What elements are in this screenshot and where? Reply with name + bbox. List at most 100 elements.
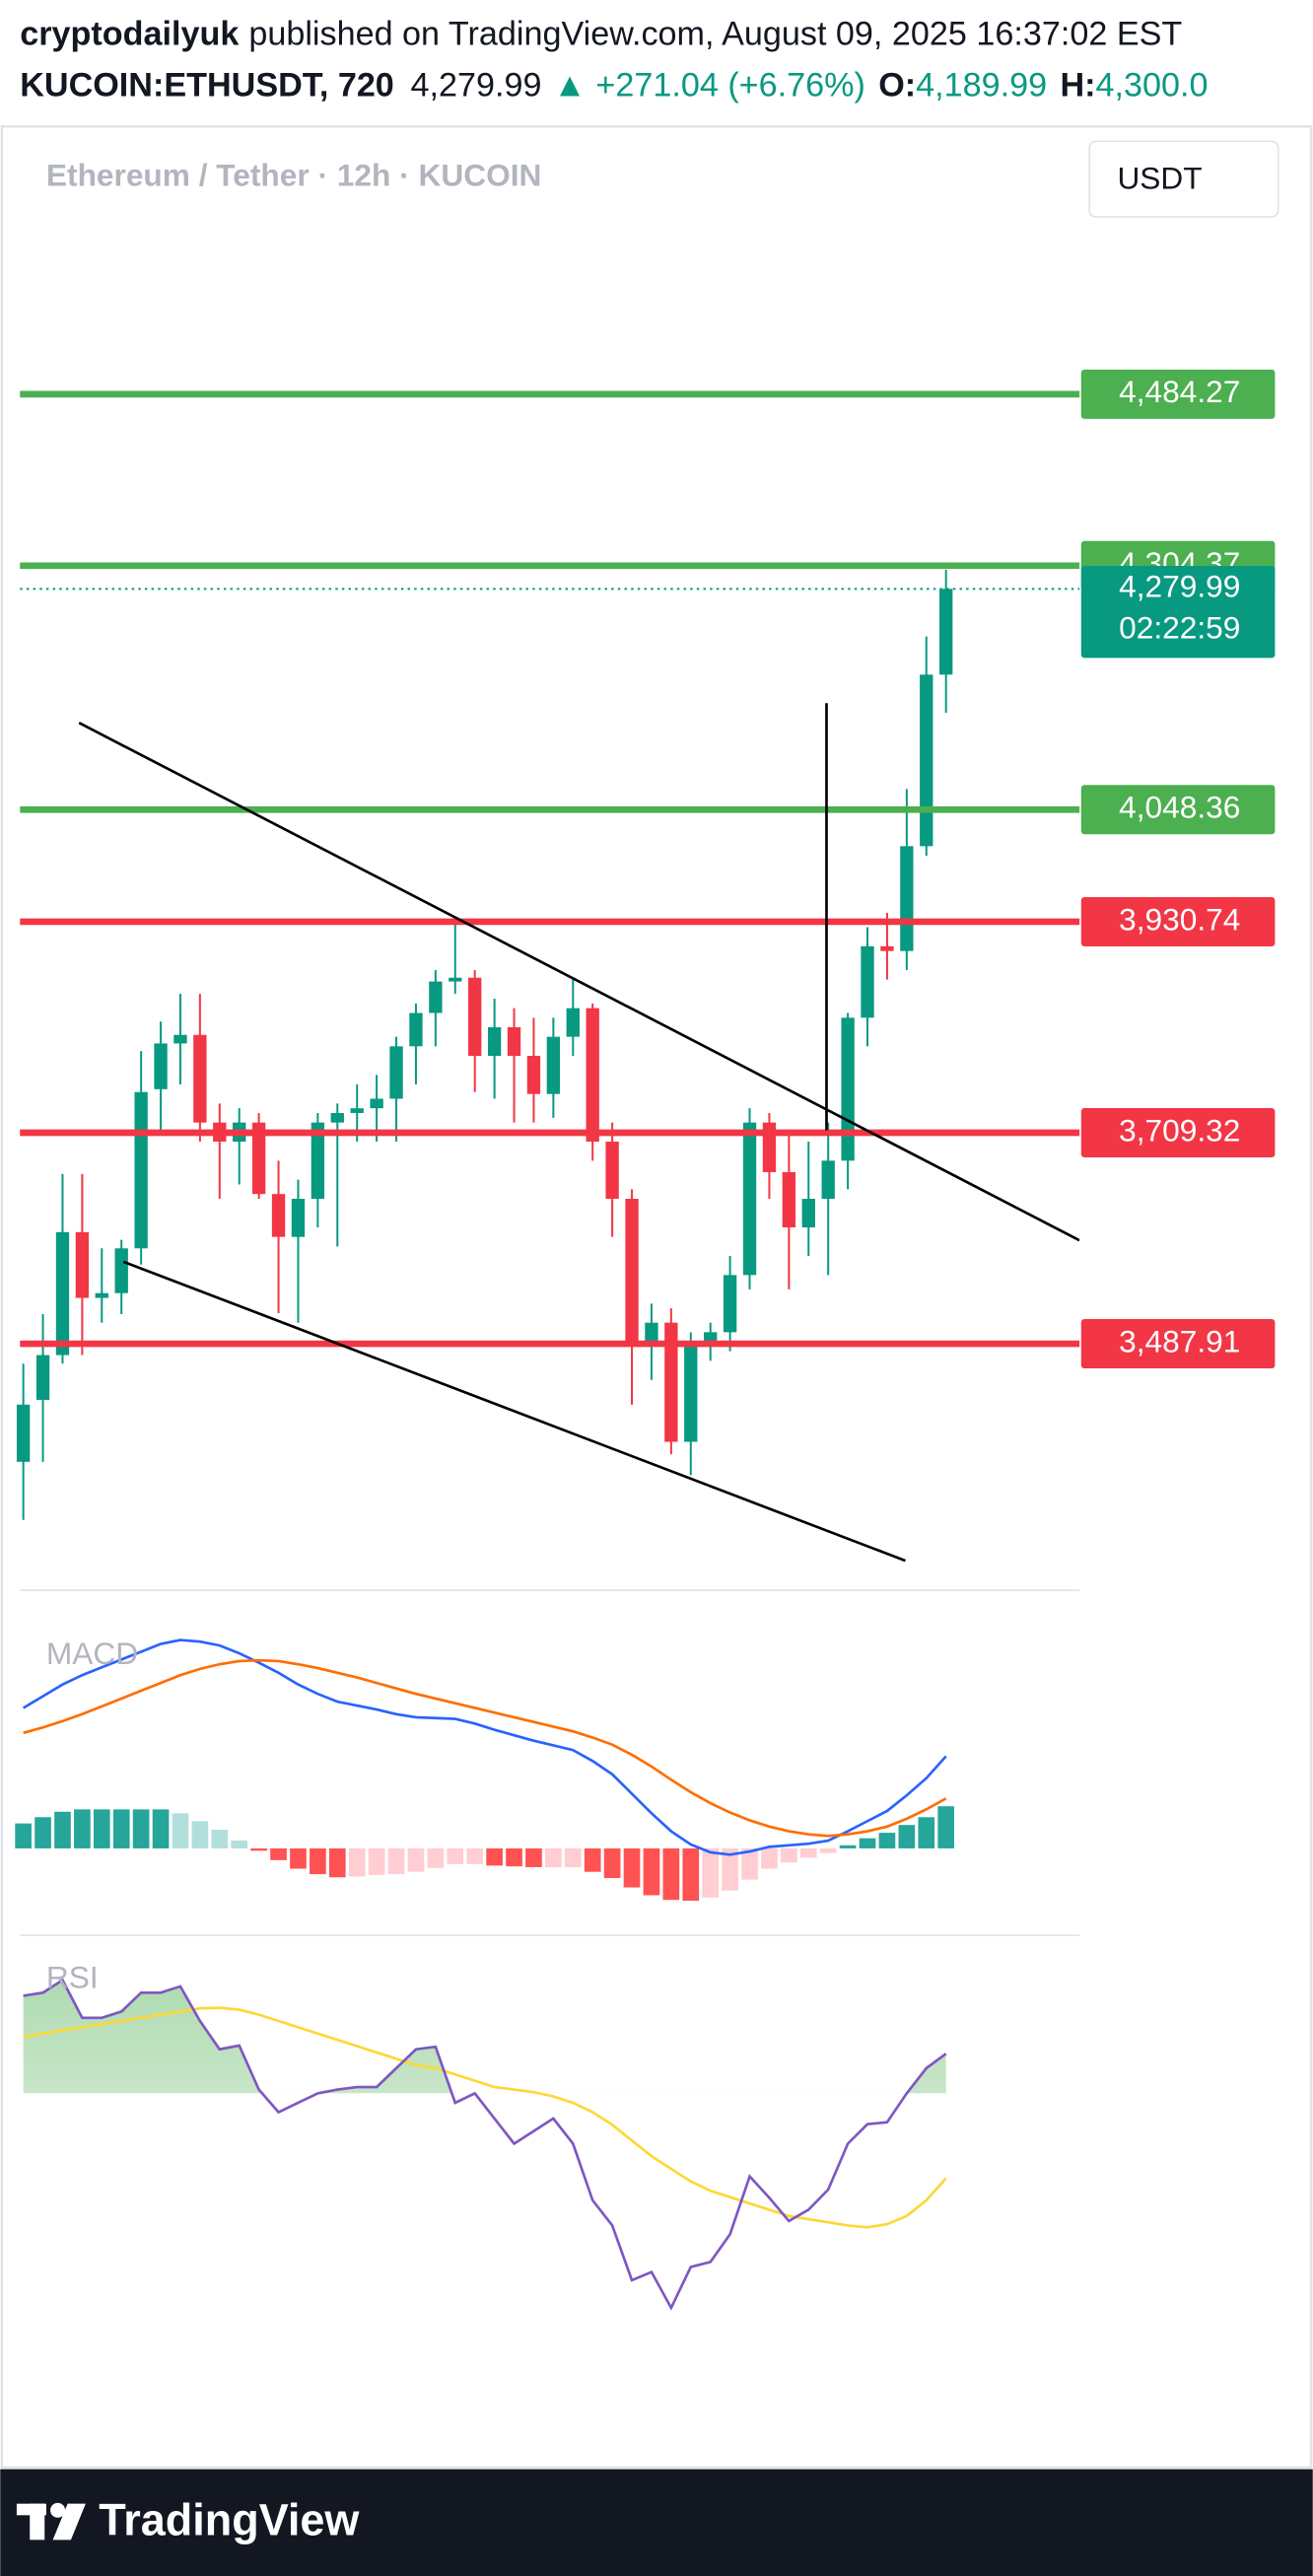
histogram-bar — [447, 1847, 464, 1864]
level-label: 3,930.74 — [1119, 901, 1240, 937]
histogram-bar — [152, 1809, 170, 1848]
candle-body — [841, 1017, 855, 1161]
trendline-lower — [122, 1260, 906, 1563]
candle-body — [429, 981, 443, 1013]
histogram-bar — [682, 1847, 700, 1902]
change: ▲ +271.04 (+6.76%) — [553, 66, 865, 104]
candle-body — [861, 945, 874, 1018]
level-label: 4,484.27 — [1119, 374, 1240, 409]
histogram-bar — [368, 1847, 385, 1875]
histogram-bar — [310, 1847, 326, 1875]
last-price-box — [1080, 566, 1276, 659]
candle-body — [350, 1108, 364, 1114]
candle-body — [605, 1142, 619, 1200]
histogram-bar — [781, 1847, 797, 1863]
candle-body — [939, 589, 953, 675]
currency[interactable]: USDT — [1117, 161, 1202, 196]
candle-body — [16, 1404, 31, 1462]
histogram-bar — [54, 1811, 71, 1848]
candle-body — [291, 1199, 306, 1237]
open-value: 4,189.99 — [916, 66, 1047, 104]
countdown: 02:22:59 — [1119, 609, 1240, 645]
histogram-bar — [937, 1806, 955, 1848]
histogram-bar — [172, 1813, 189, 1848]
histogram-bar — [328, 1847, 346, 1878]
trendline-upper — [78, 722, 1080, 1242]
drawings — [78, 703, 1080, 1563]
candle-body — [801, 1199, 815, 1228]
header-line-2: KUCOIN:ETHUSDT, 720 4,279.99 ▲ +271.04 (+6… — [20, 66, 1208, 104]
candle-body — [35, 1355, 50, 1400]
candle-body — [449, 977, 462, 982]
histogram-bar — [702, 1847, 720, 1898]
candle-body — [645, 1322, 658, 1343]
publisher: cryptodailyuk — [20, 16, 240, 53]
candle-body — [271, 1194, 286, 1237]
histogram-bar — [799, 1847, 817, 1858]
candle-body — [193, 1034, 207, 1123]
candle-body — [468, 977, 482, 1057]
candle-body — [95, 1292, 108, 1298]
candle-body — [311, 1122, 325, 1200]
last-price-label: 4,279.99 — [1119, 569, 1240, 604]
histogram-bar — [112, 1809, 130, 1848]
candle-body — [409, 1012, 423, 1047]
footer — [0, 2469, 1313, 2576]
level-label: 3,709.32 — [1119, 1112, 1240, 1148]
logo-part — [50, 2502, 66, 2518]
candle-body — [880, 945, 894, 951]
histogram-bar — [486, 1847, 503, 1866]
histogram-bar — [35, 1817, 51, 1848]
level-label-box — [1080, 369, 1276, 419]
level-label-box — [1080, 785, 1276, 835]
histogram-bar — [15, 1823, 32, 1848]
candle-body — [526, 1056, 541, 1094]
macd-line — [23, 1658, 947, 1838]
histogram-bar — [250, 1847, 267, 1851]
logo — [16, 2502, 86, 2541]
marks — [15, 390, 1080, 2311]
histogram-bar — [407, 1847, 425, 1872]
candle-body — [389, 1046, 403, 1099]
histogram-bar — [506, 1847, 522, 1867]
candle-body — [723, 1275, 737, 1333]
candle-body — [546, 1036, 561, 1094]
open-key: O: — [878, 66, 916, 104]
candle-body — [900, 846, 914, 951]
candle-body — [114, 1248, 128, 1293]
rsi-title: RSI — [46, 1959, 99, 1994]
histogram-bar — [427, 1847, 445, 1868]
level-label: 3,487.91 — [1119, 1323, 1240, 1358]
candle-body — [55, 1231, 70, 1356]
histogram-bar — [545, 1847, 562, 1867]
histogram-bar — [466, 1847, 484, 1864]
overbought-fill — [23, 1980, 946, 2094]
candle-body — [251, 1122, 266, 1195]
histogram-bar — [231, 1841, 248, 1848]
histogram-bar — [564, 1847, 582, 1867]
histogram-bar — [584, 1847, 601, 1872]
histogram-bar — [918, 1817, 935, 1848]
high-value: 4,300.0 — [1096, 66, 1209, 104]
histogram-bar — [93, 1809, 110, 1848]
candle-body — [370, 1098, 383, 1109]
histogram-bar — [662, 1847, 680, 1901]
level-label-box — [1080, 1319, 1276, 1369]
symbol: KUCOIN:ETHUSDT, 720 — [20, 66, 394, 104]
histogram-bar — [898, 1825, 916, 1848]
histogram-bar — [839, 1845, 857, 1848]
candle-body — [920, 674, 933, 847]
chart-frame — [0, 125, 1313, 2470]
candle-body — [173, 1034, 187, 1044]
currency-button[interactable] — [1088, 140, 1279, 218]
level-label-box — [1080, 896, 1276, 946]
logo-part — [52, 2503, 86, 2541]
candle-body — [821, 1160, 835, 1200]
histogram-bar — [741, 1847, 758, 1880]
histogram-bar — [603, 1847, 621, 1879]
histogram-bar — [525, 1847, 542, 1867]
histogram-bar — [74, 1809, 91, 1848]
